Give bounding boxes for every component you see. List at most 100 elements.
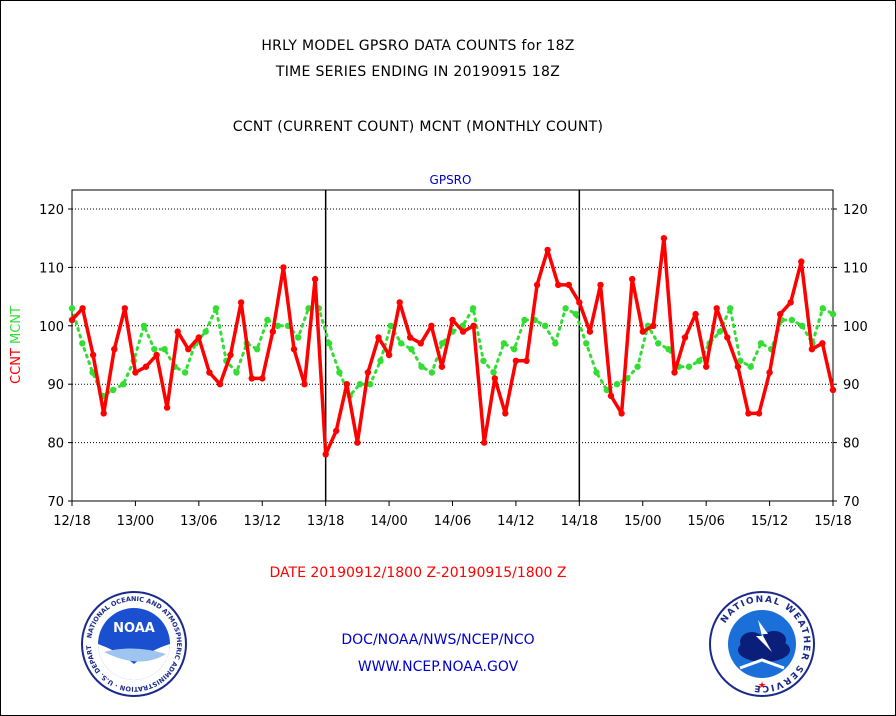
ccnt-data-point bbox=[174, 328, 181, 335]
mcnt-data-point bbox=[428, 369, 436, 376]
x-tick-label: 13/12 bbox=[244, 514, 281, 529]
mcnt-data-point bbox=[727, 305, 734, 312]
ccnt-data-point bbox=[787, 299, 794, 306]
y-tick-label-right: 100 bbox=[843, 320, 868, 335]
ccnt-data-point bbox=[449, 316, 456, 324]
ccnt-data-point bbox=[671, 369, 678, 376]
ccnt-data-point bbox=[607, 392, 615, 400]
chart-title: HRLY MODEL GPSRO DATA COUNTS for 18Z bbox=[261, 38, 575, 54]
ccnt-data-point bbox=[290, 346, 298, 353]
mcnt-data-point bbox=[439, 340, 446, 347]
y-tick-label-left: 80 bbox=[47, 437, 64, 452]
ccnt-data-point bbox=[745, 410, 752, 417]
noaa-logo-icon: NOAA NATIONAL OCEANIC AND ATMOSPHERIC AD… bbox=[80, 590, 187, 697]
ccnt-data-point bbox=[597, 281, 604, 289]
ccnt-data-point bbox=[766, 369, 773, 376]
y-tick-label-right: 90 bbox=[843, 378, 860, 393]
ccnt-data-point bbox=[650, 322, 657, 329]
ccnt-data-point bbox=[364, 369, 372, 376]
mcnt-data-point bbox=[829, 310, 837, 318]
ccnt-data-point bbox=[195, 334, 202, 341]
x-tick-label: 15/06 bbox=[687, 514, 724, 529]
ccnt-data-point bbox=[576, 299, 583, 306]
ccnt-data-point bbox=[354, 439, 361, 446]
y-tick-label-right: 80 bbox=[843, 437, 860, 452]
panel-title: GPSRO bbox=[430, 173, 472, 187]
mcnt-data-point bbox=[737, 357, 744, 364]
ccnt-data-point bbox=[724, 334, 731, 341]
y-axis-label-mcnt: MCNT bbox=[9, 306, 24, 348]
mcnt-data-point bbox=[716, 328, 724, 335]
ccnt-data-point bbox=[100, 410, 107, 417]
ccnt-data-point bbox=[798, 258, 805, 265]
mcnt-data-point bbox=[562, 305, 569, 312]
mcnt-data-point bbox=[521, 316, 528, 324]
mcnt-data-point bbox=[655, 340, 662, 347]
mcnt-data-point bbox=[253, 346, 261, 353]
ccnt-data-point bbox=[533, 281, 541, 289]
star-icon: ★ bbox=[758, 681, 766, 691]
ccnt-data-point bbox=[713, 305, 720, 312]
ccnt-data-point bbox=[544, 246, 551, 254]
mcnt-data-point bbox=[798, 322, 806, 329]
mcnt-data-point bbox=[305, 305, 312, 312]
mcnt-data-point bbox=[212, 305, 220, 312]
mcnt-data-point bbox=[295, 334, 302, 341]
ccnt-data-point bbox=[586, 328, 594, 335]
mcnt-data-point bbox=[233, 369, 240, 376]
ccnt-data-point bbox=[311, 275, 319, 283]
mcnt-data-point bbox=[161, 346, 168, 353]
ccnt-data-point bbox=[396, 299, 403, 306]
ccnt-data-point bbox=[639, 328, 646, 335]
x-tick-label: 14/06 bbox=[434, 514, 471, 529]
y-tick-label-left: 100 bbox=[39, 320, 64, 335]
x-tick-label: 14/18 bbox=[561, 514, 598, 529]
mcnt-data-point bbox=[418, 363, 425, 370]
ccnt-data-point bbox=[491, 375, 498, 382]
mcnt-data-point bbox=[665, 346, 672, 353]
ccnt-data-point bbox=[248, 375, 255, 382]
ccnt-data-point bbox=[417, 340, 424, 347]
mcnt-data-point bbox=[634, 363, 641, 370]
x-tick-label: 13/00 bbox=[117, 514, 154, 529]
y-tick-label-left: 120 bbox=[39, 203, 64, 218]
x-tick-label: 13/18 bbox=[307, 514, 344, 529]
mcnt-data-point bbox=[685, 363, 693, 370]
ccnt-data-point bbox=[681, 334, 689, 341]
credit-line: DOC/NOAA/NWS/NCEP/NCO bbox=[341, 632, 535, 648]
ccnt-data-point bbox=[132, 369, 139, 376]
mcnt-data-point bbox=[757, 340, 765, 347]
ccnt-data-point bbox=[629, 275, 636, 283]
x-tick-label: 14/00 bbox=[370, 514, 407, 529]
ccnt-data-point bbox=[692, 310, 699, 318]
ccnt-data-point bbox=[502, 410, 509, 417]
mcnt-data-point bbox=[79, 340, 86, 347]
y-tick-label-right: 120 bbox=[843, 203, 868, 218]
mcnt-data-point bbox=[356, 381, 364, 388]
ccnt-data-point bbox=[185, 346, 192, 353]
ccnt-data-point bbox=[280, 264, 287, 271]
ccnt-data-point bbox=[703, 363, 710, 370]
mcnt-data-point bbox=[408, 346, 415, 353]
ccnt-data-point bbox=[121, 305, 128, 312]
mcnt-data-point bbox=[490, 369, 497, 376]
ccnt-data-point bbox=[438, 363, 446, 370]
mcnt-data-point bbox=[325, 340, 333, 347]
ccnt-data-point bbox=[777, 310, 784, 318]
x-tick-label: 15/18 bbox=[814, 514, 851, 529]
y-tick-label-right: 70 bbox=[843, 495, 860, 510]
mcnt-data-point bbox=[500, 340, 508, 347]
x-tick-label: 15/00 bbox=[624, 514, 661, 529]
mcnt-data-point bbox=[387, 322, 394, 329]
mcnt-data-point bbox=[181, 369, 189, 376]
y-tick-label-right: 110 bbox=[843, 261, 868, 276]
mcnt-data-point bbox=[511, 346, 518, 353]
ccnt-data-point bbox=[565, 281, 572, 289]
y-tick-label-left: 70 bbox=[47, 495, 64, 510]
ccnt-data-point bbox=[79, 305, 86, 312]
ccnt-data-point bbox=[512, 357, 520, 364]
ccnt-data-point bbox=[111, 346, 118, 353]
mcnt-data-point bbox=[613, 381, 621, 388]
x-tick-label: 13/06 bbox=[180, 514, 217, 529]
